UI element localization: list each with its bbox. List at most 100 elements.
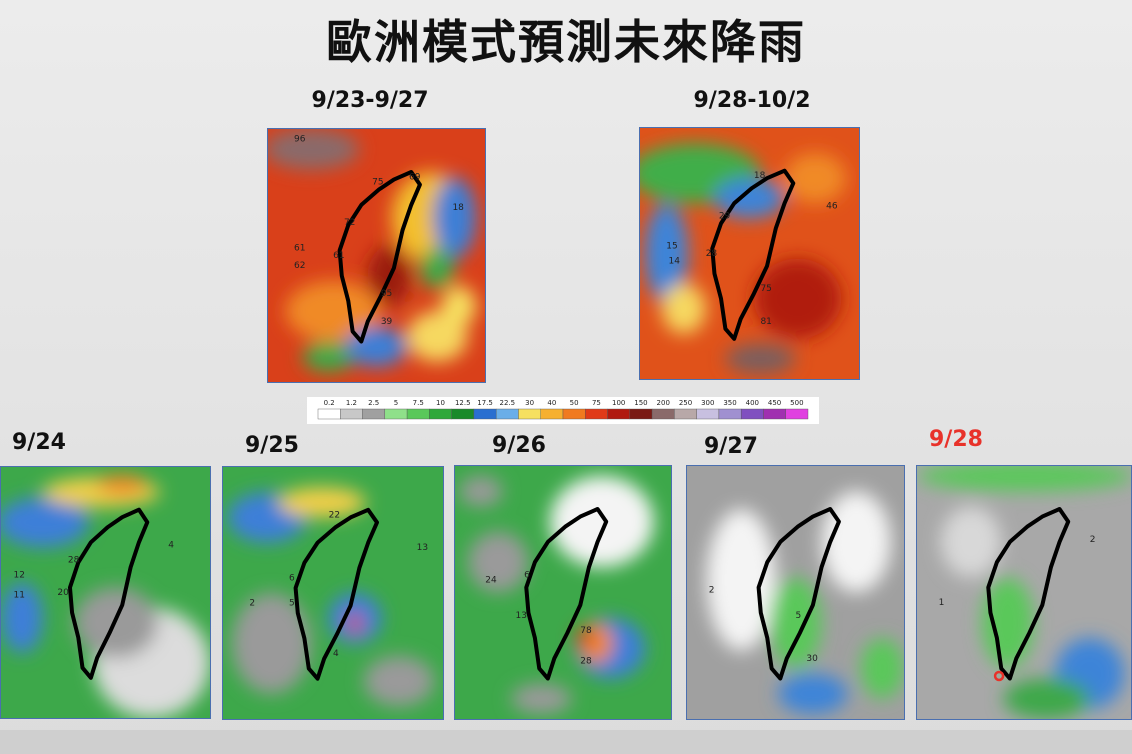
rain-area	[278, 487, 366, 518]
video-bar	[0, 730, 1132, 754]
map-value: 5	[289, 599, 295, 609]
map-value: 30	[806, 654, 818, 664]
rain-map: 12	[916, 465, 1132, 720]
rain-area	[860, 638, 904, 699]
panel-label: 9/23-9/27	[311, 88, 429, 113]
color-swatch	[406, 408, 430, 420]
colorbar-label: 250	[679, 399, 692, 407]
map-value: 1	[939, 598, 945, 608]
panel-label: 9/25	[245, 433, 299, 458]
map-value: 96	[294, 135, 306, 145]
map-value: 29	[719, 211, 731, 221]
map-value: 11	[14, 591, 25, 601]
taiwan-outline	[986, 507, 1071, 681]
map-value: 6	[289, 573, 295, 583]
color-swatch	[518, 408, 541, 420]
color-swatch	[696, 408, 720, 420]
colorbar-label: 75	[592, 399, 601, 407]
map-value: 24	[485, 575, 497, 585]
rain-area	[467, 531, 529, 593]
map-value: 13	[417, 543, 428, 553]
rain-area	[441, 285, 477, 327]
taiwan-outline	[524, 507, 609, 681]
rain-map: 96 69 75 72 61 62 61 95 39 18	[267, 128, 486, 383]
rain-area	[97, 474, 148, 495]
colorbar-label: 22.5	[500, 399, 516, 407]
colorbar-label: 17.5	[477, 399, 493, 407]
colorbar-label: 5	[394, 399, 398, 407]
panel-label: 9/28	[929, 427, 983, 452]
colorbar-label: 10	[436, 399, 445, 407]
panel-label: 9/28-10/2	[693, 88, 811, 113]
taiwan-outline	[293, 507, 379, 681]
rain-area	[348, 613, 362, 634]
taiwan-outline	[756, 507, 841, 681]
map-value: 95	[381, 289, 392, 299]
color-swatch	[763, 408, 786, 420]
rain-area	[644, 203, 689, 304]
rain-field	[640, 143, 846, 374]
rain-area	[753, 258, 842, 339]
rain-area	[575, 627, 594, 649]
map-value: 15	[666, 241, 677, 251]
rain-map: 18 29 15 14 28 75 81 46	[639, 127, 860, 380]
rain-area	[917, 466, 1131, 492]
color-swatch	[674, 408, 697, 420]
map-value: 28	[706, 249, 718, 259]
map-value: 81	[760, 317, 771, 327]
map-value: 69	[409, 173, 421, 183]
color-swatch	[362, 408, 386, 420]
colorbar-label: 0.2	[324, 399, 335, 407]
rain-area	[725, 343, 796, 374]
rain-area	[419, 247, 455, 289]
rain-area	[550, 476, 654, 568]
map-value: 62	[294, 261, 305, 271]
colorbar-label: 150	[634, 399, 647, 407]
color-swatch	[495, 408, 519, 420]
map-value: 18	[754, 171, 766, 181]
colorbar-label: 450	[768, 399, 781, 407]
rain-area	[302, 341, 355, 372]
map-value: 28	[580, 656, 592, 666]
rain-area	[231, 593, 311, 694]
map-value: 2	[249, 599, 255, 609]
rain-map: 28 12 11 20 4	[0, 466, 211, 719]
rain-area	[706, 509, 776, 651]
rain-field	[917, 466, 1131, 719]
colorbar-label: 1.2	[346, 399, 357, 407]
taiwan-outline	[710, 168, 796, 341]
map-value: 18	[452, 203, 464, 213]
colorbar-label: 2.5	[368, 399, 379, 407]
rain-area	[511, 683, 572, 714]
color-swatch	[785, 408, 809, 420]
color-swatch	[585, 408, 608, 420]
colorbar-label: 350	[723, 399, 736, 407]
map-value: 20	[57, 588, 69, 598]
colorbar-label: 30	[525, 399, 534, 407]
map-value: 13	[515, 611, 526, 621]
panel-label: 9/27	[704, 434, 758, 459]
map-value: 46	[826, 201, 838, 211]
map-value: 4	[168, 540, 174, 550]
map-value: 72	[344, 218, 355, 228]
title: 歐洲模式預測未來降雨	[326, 15, 806, 69]
colorbar-label: 40	[547, 399, 556, 407]
colorbar-label: 400	[746, 399, 759, 407]
rain-map: 24 6 13 78 28	[454, 465, 672, 720]
panel-label: 9/26	[492, 433, 546, 458]
map-value: 61	[333, 251, 344, 261]
color-swatch	[317, 408, 341, 420]
rain-area	[268, 129, 360, 170]
rain-area	[363, 656, 435, 707]
map-value: 39	[381, 317, 393, 327]
colorbar-label: 7.5	[413, 399, 424, 407]
color-swatch	[384, 408, 408, 420]
marker	[993, 670, 1005, 682]
taiwan-outline	[67, 507, 150, 680]
colorbar-label: 100	[612, 399, 625, 407]
map-value: 75	[760, 284, 771, 294]
rain-field	[459, 476, 654, 714]
map-value: 14	[668, 257, 680, 267]
color-swatch	[629, 408, 653, 420]
map-value: 28	[68, 555, 80, 565]
